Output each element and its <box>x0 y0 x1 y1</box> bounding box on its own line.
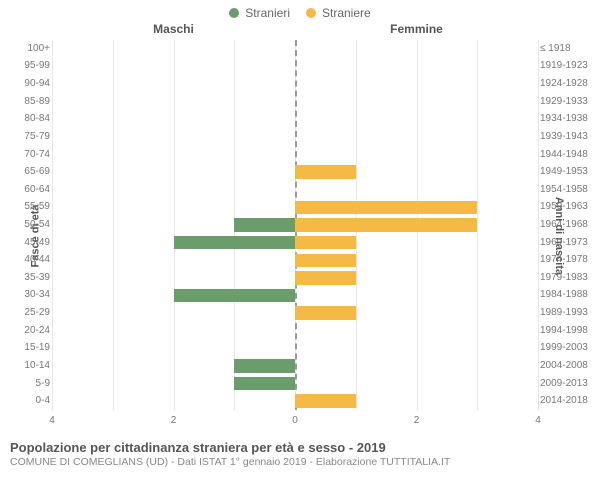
y-label-birth: 1954-1958 <box>540 185 592 195</box>
y-label-age: 80-84 <box>18 114 50 124</box>
column-title-female: Femmine <box>295 22 538 36</box>
chart: Fasce di età Anni di nascita 100+95-9990… <box>0 36 600 436</box>
pyramid-row <box>52 375 538 393</box>
x-tick-label: 4 <box>49 415 55 426</box>
y-label-age: 35-39 <box>18 273 50 283</box>
y-label-age: 20-24 <box>18 326 50 336</box>
pyramid-row <box>52 199 538 217</box>
y-label-birth: 1974-1978 <box>540 255 592 265</box>
pyramid-row <box>52 392 538 410</box>
y-label-age: 25-29 <box>18 308 50 318</box>
y-label-age: 15-19 <box>18 343 50 353</box>
y-label-age: 95-99 <box>18 61 50 71</box>
y-label-birth: 1929-1933 <box>540 97 592 107</box>
legend: Stranieri Straniere <box>0 0 600 22</box>
pyramid-row <box>52 75 538 93</box>
pyramid-row <box>52 234 538 252</box>
y-label-birth: 1934-1938 <box>540 114 592 124</box>
bar-male <box>234 218 295 231</box>
y-label-birth: 1944-1948 <box>540 150 592 160</box>
y-label-age: 55-59 <box>18 202 50 212</box>
legend-label-male: Stranieri <box>245 6 290 20</box>
bar-male <box>174 236 296 249</box>
y-label-age: 45-49 <box>18 238 50 248</box>
x-tick-label: 4 <box>535 415 541 426</box>
pyramid-row <box>52 269 538 287</box>
y-label-birth: 1919-1923 <box>540 61 592 71</box>
x-tick-label: 0 <box>292 415 298 426</box>
y-label-birth: 2009-2013 <box>540 379 592 389</box>
pyramid-row <box>52 93 538 111</box>
y-label-age: 85-89 <box>18 97 50 107</box>
y-label-age: 90-94 <box>18 79 50 89</box>
y-label-birth: 1959-1963 <box>540 202 592 212</box>
pyramid-row <box>52 40 538 58</box>
y-label-birth: 2014-2018 <box>540 396 592 406</box>
bar-female <box>295 201 477 214</box>
legend-swatch-female <box>306 8 316 18</box>
legend-swatch-male <box>229 8 239 18</box>
y-label-birth: 1924-1928 <box>540 79 592 89</box>
pyramid-row <box>52 216 538 234</box>
column-titles: Maschi Femmine <box>0 22 600 36</box>
pyramid-row <box>52 128 538 146</box>
chart-footer: Popolazione per cittadinanza straniera p… <box>0 436 600 468</box>
legend-item-female: Straniere <box>306 6 371 20</box>
y-label-age: 50-54 <box>18 220 50 230</box>
footer-title: Popolazione per cittadinanza straniera p… <box>10 440 590 455</box>
y-label-birth: 1964-1968 <box>540 220 592 230</box>
y-label-age: 75-79 <box>18 132 50 142</box>
footer-subtitle: COMUNE DI COMEGLIANS (UD) - Dati ISTAT 1… <box>10 456 590 468</box>
y-label-age: 65-69 <box>18 167 50 177</box>
pyramid-row <box>52 163 538 181</box>
y-label-birth: 1979-1983 <box>540 273 592 283</box>
y-label-age: 5-9 <box>18 379 50 389</box>
y-label-birth: 1989-1993 <box>540 308 592 318</box>
y-label-birth: 1994-1998 <box>540 326 592 336</box>
pyramid-row <box>52 357 538 375</box>
y-label-birth: 1984-1988 <box>540 290 592 300</box>
y-label-age: 40-44 <box>18 255 50 265</box>
plot-area <box>52 40 538 410</box>
y-label-age: 0-4 <box>18 396 50 406</box>
y-label-age: 100+ <box>18 44 50 54</box>
bar-male <box>174 289 296 302</box>
y-label-birth: 1969-1973 <box>540 238 592 248</box>
pyramid-row <box>52 251 538 269</box>
pyramid-row <box>52 340 538 358</box>
y-label-birth: 1939-1943 <box>540 132 592 142</box>
y-label-birth: ≤ 1918 <box>540 44 592 54</box>
legend-label-female: Straniere <box>322 6 371 20</box>
y-label-age: 10-14 <box>18 361 50 371</box>
bar-male <box>234 359 295 372</box>
pyramid-row <box>52 322 538 340</box>
bar-male <box>234 377 295 390</box>
legend-item-male: Stranieri <box>229 6 290 20</box>
pyramid-row <box>52 58 538 76</box>
pyramid-row <box>52 287 538 305</box>
y-label-age: 60-64 <box>18 185 50 195</box>
bar-female <box>295 218 477 231</box>
y-label-birth: 1949-1953 <box>540 167 592 177</box>
grid-line <box>538 40 539 410</box>
x-tick-label: 2 <box>171 415 177 426</box>
bar-female <box>295 394 356 407</box>
pyramid-row <box>52 146 538 164</box>
pyramid-row <box>52 304 538 322</box>
x-tick-label: 2 <box>414 415 420 426</box>
y-label-birth: 2004-2008 <box>540 361 592 371</box>
bar-female <box>295 165 356 178</box>
bar-female <box>295 271 356 284</box>
y-label-age: 70-74 <box>18 150 50 160</box>
y-label-birth: 1999-2003 <box>540 343 592 353</box>
bar-female <box>295 306 356 319</box>
y-label-age: 30-34 <box>18 290 50 300</box>
pyramid-row <box>52 110 538 128</box>
pyramid-row <box>52 181 538 199</box>
bar-female <box>295 254 356 267</box>
column-title-male: Maschi <box>52 22 295 36</box>
bar-female <box>295 236 356 249</box>
